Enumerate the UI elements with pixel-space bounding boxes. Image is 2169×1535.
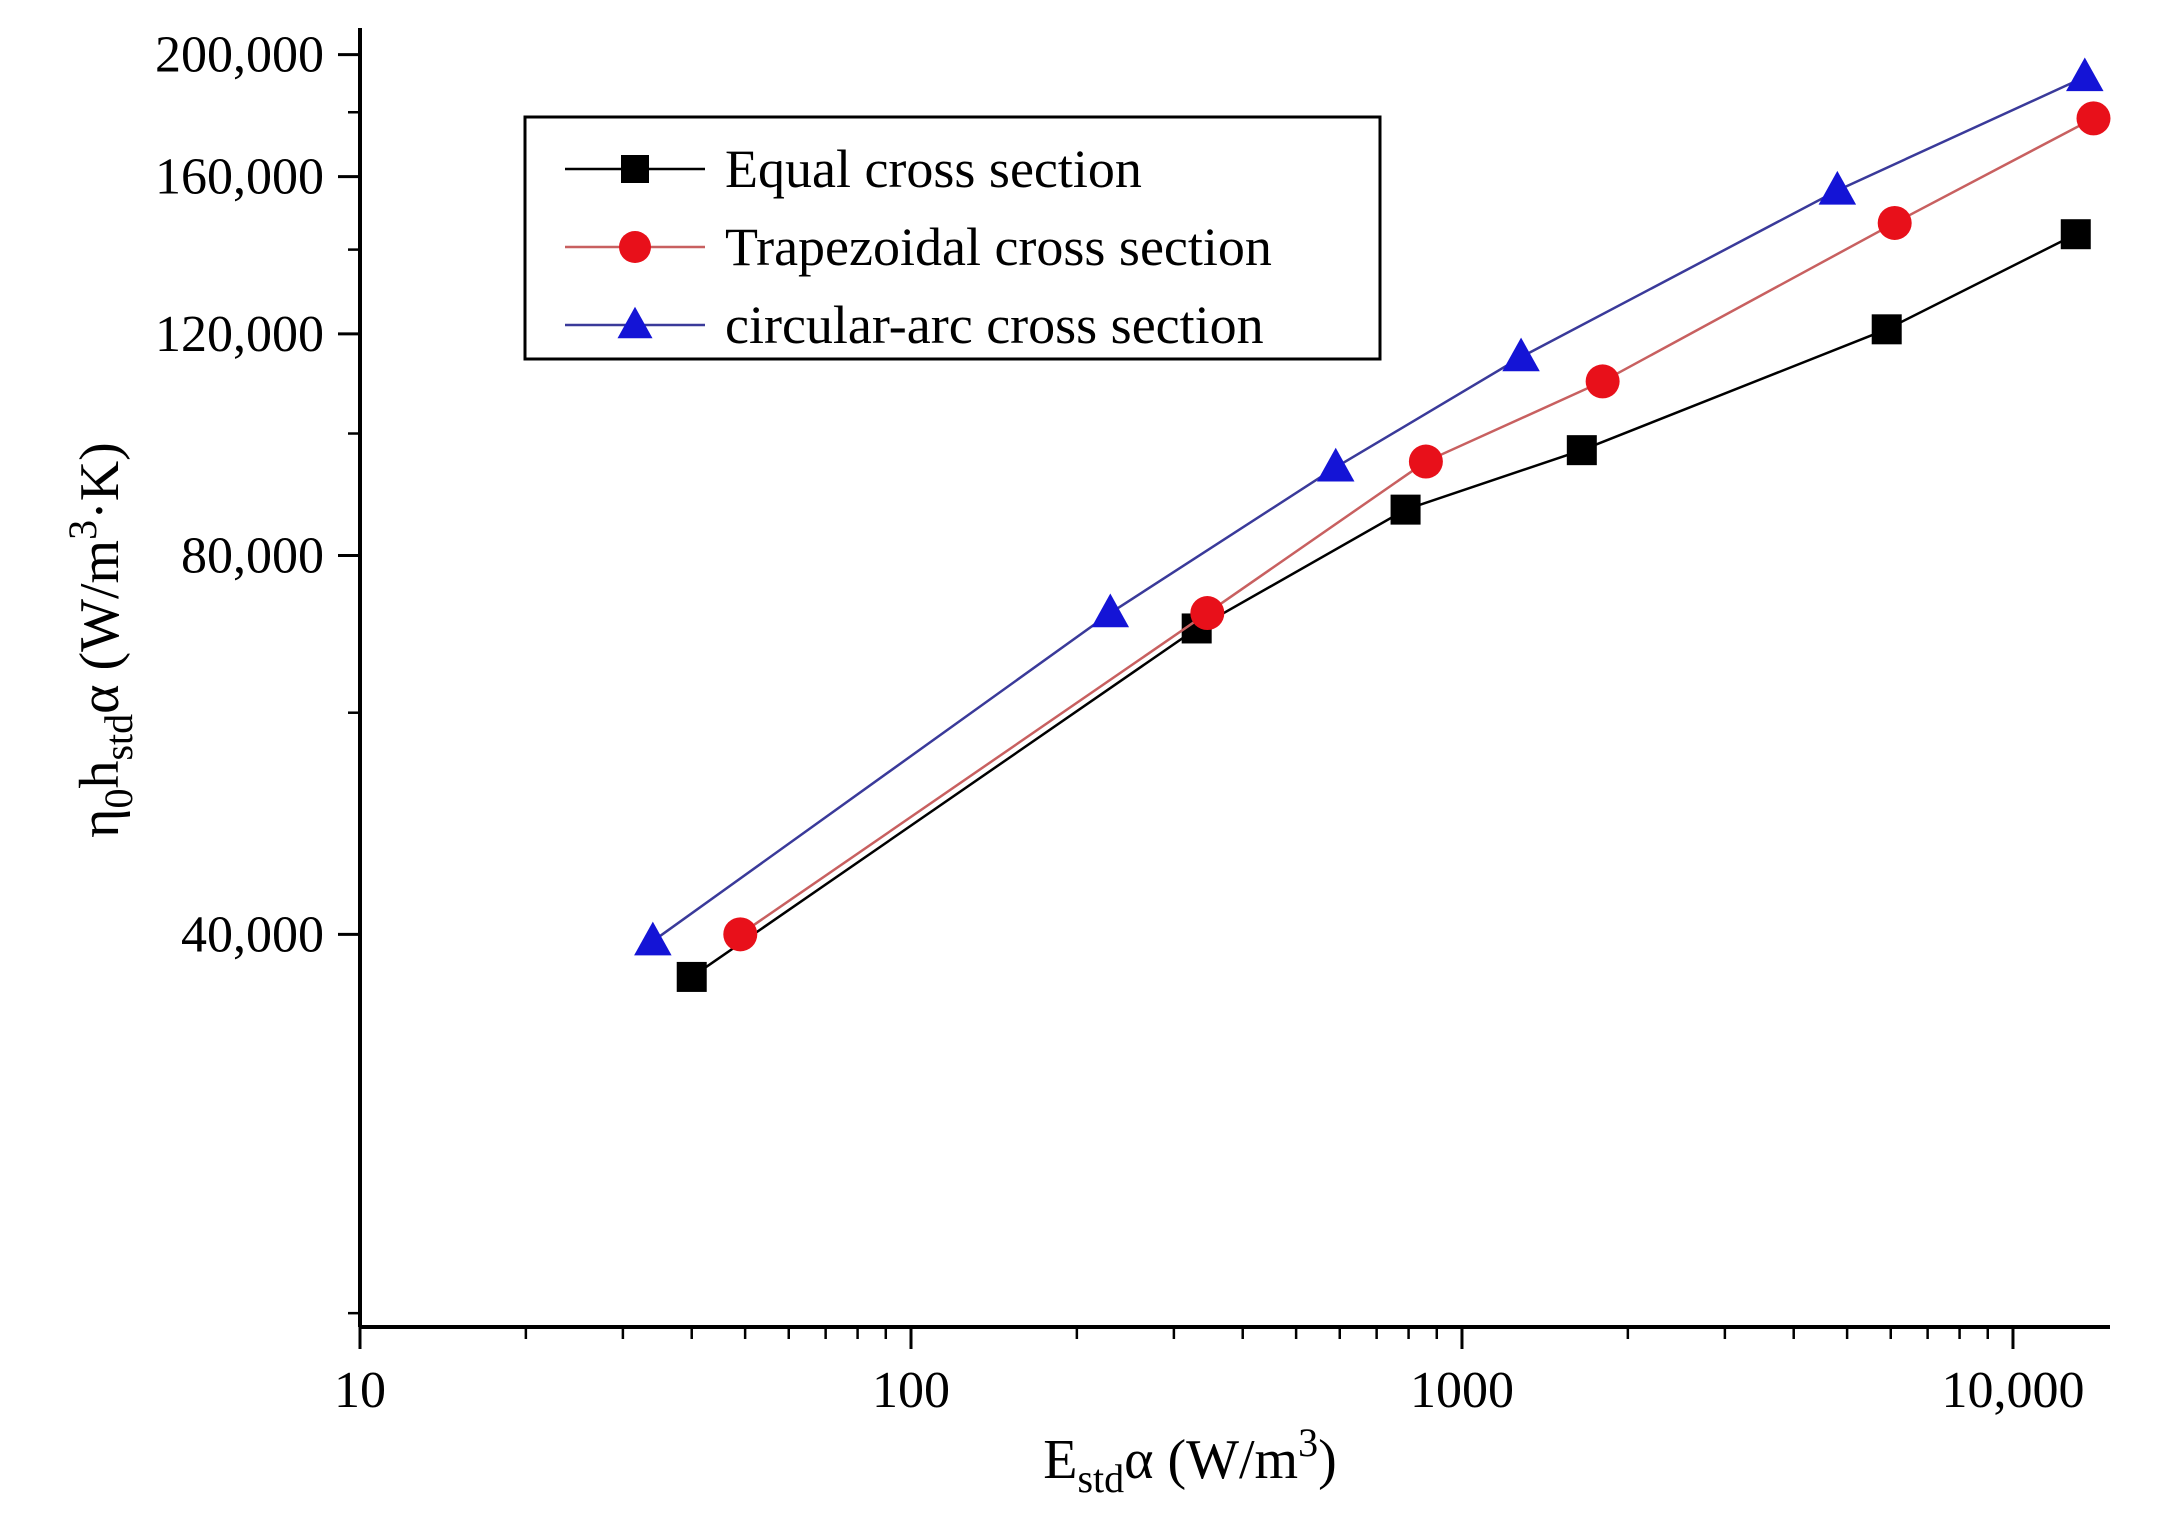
axis-titles: Estdα (W/m3) η0hstdα (W/m3·K) <box>60 442 1337 1501</box>
axes: 10 100 1000 10,000 40,000 80,000 120,000 160,00… <box>155 27 2110 1419</box>
data-point <box>1502 337 1540 372</box>
x-tick-label: 100 <box>872 1362 950 1419</box>
x-tick-label: 1000 <box>1410 1362 1514 1419</box>
legend-marker <box>617 306 653 339</box>
legend-marker <box>621 155 649 183</box>
series-line <box>739 117 2095 936</box>
x-tick-label: 10,000 <box>1941 1362 2084 1419</box>
series-1 <box>723 101 2111 952</box>
data-point <box>676 961 707 992</box>
data-point <box>1408 444 1443 479</box>
data-point <box>2076 101 2111 136</box>
legend-label: Equal cross section <box>725 139 1142 199</box>
data-point <box>723 917 758 952</box>
x-tick-label: 10 <box>334 1362 386 1419</box>
y-tick-label: 40,000 <box>181 906 324 963</box>
data-point <box>1190 596 1225 631</box>
data-point <box>1566 435 1597 466</box>
data-point <box>1877 205 1912 240</box>
legend-label: Trapezoidal cross section <box>725 217 1272 277</box>
data-point <box>1091 593 1130 628</box>
y-tick-label: 120,000 <box>155 306 324 363</box>
data-point <box>1818 170 1857 205</box>
data-point <box>2060 219 2091 250</box>
legend-marker <box>619 231 651 263</box>
y-tick-label: 200,000 <box>155 27 324 84</box>
data-point <box>1871 314 1902 345</box>
y-axis-title: η0hstdα (W/m3·K) <box>60 442 141 838</box>
data-point <box>634 921 672 956</box>
data-point <box>1390 494 1421 525</box>
data-point <box>1585 364 1620 399</box>
legend: Equal cross section Trapezoidal cross sec… <box>523 115 1382 361</box>
series-0 <box>676 219 2091 992</box>
x-axis-title: Estdα (W/m3) <box>1043 1420 1337 1501</box>
legend-box <box>523 115 1382 361</box>
series-line <box>652 75 2086 943</box>
legend-label: circular-arc cross section <box>725 295 1264 355</box>
y-tick-label: 80,000 <box>181 527 324 584</box>
data-point <box>1316 447 1355 482</box>
series-group <box>634 57 2111 992</box>
series-line <box>691 233 2077 978</box>
data-point <box>2066 57 2104 92</box>
y-tick-label: 160,000 <box>155 149 324 206</box>
series-2 <box>634 57 2104 956</box>
